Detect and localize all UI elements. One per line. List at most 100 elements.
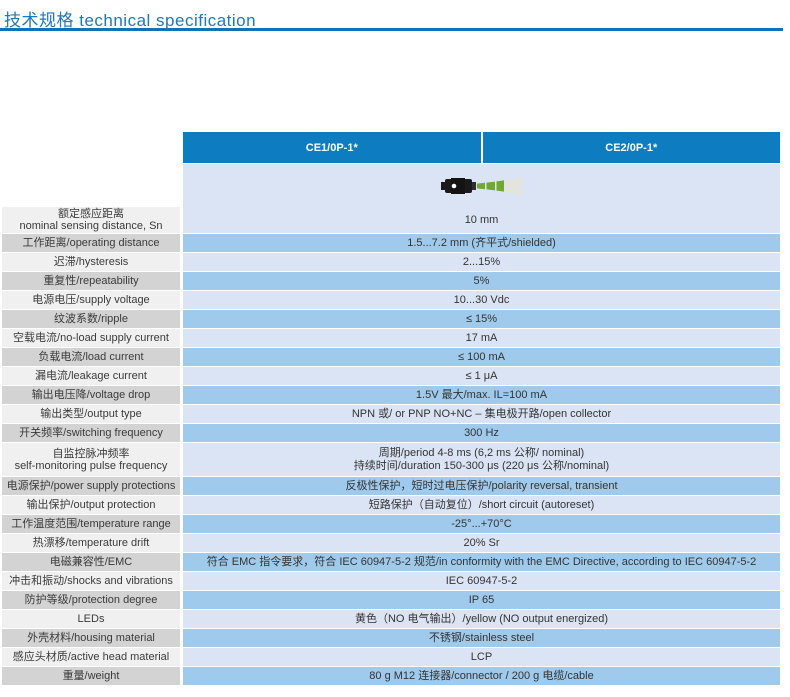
row-value-line: 反极性保护，短时过电压保护/polarity reversal, transie… <box>345 479 618 492</box>
row-value-cell: 黄色（NO 电气输出）/yellow (NO output energized) <box>183 610 780 628</box>
spec-row: 输出类型/output type NPN 或/ or PNP NO+NC – 集… <box>0 405 790 423</box>
row-label-line: self-monitoring pulse frequency <box>14 459 168 472</box>
row-label-line: 输出电压降/voltage drop <box>31 389 151 401</box>
row-label-line: nominal sensing distance, Sn <box>19 220 163 232</box>
row-label-line: 自监控脉冲频率 <box>52 447 130 460</box>
spec-row: 输出保护/output protection 短路保护（自动复位）/short … <box>0 496 790 514</box>
row-label-line: 负载电流/load current <box>38 351 144 363</box>
spec-row: 自监控脉冲频率 self-monitoring pulse frequency 周… <box>0 443 790 476</box>
row-label-cell: 输出类型/output type <box>2 405 180 423</box>
row-value-line: 80 g M12 连接器/connector / 200 g 电缆/cable <box>369 669 594 682</box>
row-value-line: NPN 或/ or PNP NO+NC – 集电极开路/open collect… <box>351 407 612 420</box>
row-value-cell: 符合 EMC 指令要求，符合 IEC 60947-5-2 规范/in confo… <box>183 553 780 571</box>
spec-row: 漏电流/leakage current ≤ 1 μA <box>0 367 790 385</box>
row-label-line: 防护等级/protection degree <box>24 594 158 606</box>
product-image-row <box>0 164 790 207</box>
spec-row: 电源电压/supply voltage 10...30 Vdc <box>0 291 790 309</box>
spec-row: 输出电压降/voltage drop 1.5V 最大/max. IL=100 m… <box>0 386 790 404</box>
row-value-line: 10...30 Vdc <box>453 293 510 306</box>
spec-row: 重量/weight 80 g M12 连接器/connector / 200 g… <box>0 667 790 685</box>
row-value-cell: 2...15% <box>183 253 780 271</box>
row-value-line: 10 mm <box>464 213 499 226</box>
row-value-line: IP 65 <box>468 593 495 606</box>
row-label-line: LEDs <box>77 613 105 625</box>
row-label-cell: 开关频率/switching frequency <box>2 424 180 442</box>
table-header-row: CE1/0P-1* CE2/0P-1* <box>0 132 790 163</box>
specification-table: CE1/0P-1* CE2/0P-1* 额定感应距离 nominal sensin… <box>0 132 790 685</box>
row-label-cell: 迟滞/hysteresis <box>2 253 180 271</box>
row-value-cell: 80 g M12 连接器/connector / 200 g 电缆/cable <box>183 667 780 685</box>
spec-row: 负载电流/load current ≤ 100 mA <box>0 348 790 366</box>
row-label-line: 外壳材料/housing material <box>27 632 155 644</box>
row-value-line: ≤ 15% <box>465 312 498 325</box>
row-value-cell: NPN 或/ or PNP NO+NC – 集电极开路/open collect… <box>183 405 780 423</box>
row-value-line: ≤ 1 μA <box>465 369 498 382</box>
row-label-line: 纹波系数/ripple <box>54 313 128 325</box>
row-label-cell: 输出保护/output protection <box>2 496 180 514</box>
row-label-line: 热漂移/temperature drift <box>32 537 150 549</box>
row-value-cell: 1.5V 最大/max. IL=100 mA <box>183 386 780 404</box>
spec-row: 纹波系数/ripple ≤ 15% <box>0 310 790 328</box>
column-header-ce2: CE2/0P-1* <box>482 132 780 163</box>
row-value-line: ≤ 100 mA <box>457 350 505 363</box>
row-value-line: IEC 60947-5-2 <box>445 574 518 587</box>
row-value-cell: ≤ 15% <box>183 310 780 328</box>
row-value-cell: ≤ 1 μA <box>183 367 780 385</box>
row-value-cell: -25°...+70°C <box>183 515 780 533</box>
row-label-line: 冲击和振动/shocks and vibrations <box>9 575 173 587</box>
row-label-cell: 外壳材料/housing material <box>2 629 180 647</box>
row-label-line: 工作距离/operating distance <box>22 237 160 249</box>
row-value-line: 300 Hz <box>464 426 499 439</box>
row-value-cell: 20% Sr <box>183 534 780 552</box>
row-label-cell: LEDs <box>2 610 180 628</box>
spec-row: 电源保护/power supply protections 反极性保护，短时过电… <box>0 477 790 495</box>
title-underline <box>0 28 783 31</box>
spec-row: 迟滞/hysteresis 2...15% <box>0 253 790 271</box>
row-label-cell: 防护等级/protection degree <box>2 591 180 609</box>
row-label-line: 电源电压/supply voltage <box>32 294 150 306</box>
row-value-line: 1.5V 最大/max. IL=100 mA <box>415 388 548 401</box>
row-label-cell: 电源保护/power supply protections <box>2 477 180 495</box>
row-value-cell: 不锈钢/stainless steel <box>183 629 780 647</box>
row-value-line: -25°...+70°C <box>451 517 512 530</box>
row-label-line: 工作温度范围/temperature range <box>11 518 171 530</box>
row-value-line: 黄色（NO 电气输出）/yellow (NO output energized) <box>354 612 609 625</box>
row-value-line: 短路保护（自动复位）/short circuit (autoreset) <box>368 498 595 511</box>
row-label-cell: 额定感应距离 nominal sensing distance, Sn <box>2 207 180 233</box>
spec-row: 外壳材料/housing material 不锈钢/stainless stee… <box>0 629 790 647</box>
row-value-cell: 10 mm <box>183 207 780 233</box>
row-value-line: 17 mA <box>465 331 498 344</box>
row-label-cell: 冲击和振动/shocks and vibrations <box>2 572 180 590</box>
row-value-line: 2...15% <box>462 255 501 268</box>
row-label-line: 重复性/repeatability <box>43 275 139 287</box>
spec-row: 空载电流/no-load supply current 17 mA <box>0 329 790 347</box>
row-label-cell: 电源电压/supply voltage <box>2 291 180 309</box>
row-label-line: 额定感应距离 <box>58 208 124 220</box>
row-label-line: 重量/weight <box>62 670 120 682</box>
row-label-cell: 工作距离/operating distance <box>2 234 180 252</box>
row-label-cell: 空载电流/no-load supply current <box>2 329 180 347</box>
row-label-cell: 电磁兼容性/EMC <box>2 553 180 571</box>
row-label-line: 漏电流/leakage current <box>35 370 147 382</box>
spec-row: LEDs 黄色（NO 电气输出）/yellow (NO output energ… <box>0 610 790 628</box>
spec-row: 开关频率/switching frequency 300 Hz <box>0 424 790 442</box>
row-value-cell: 10...30 Vdc <box>183 291 780 309</box>
row-value-cell: 周期/period 4-8 ms (6,2 ms 公称/ nominal) 持续时… <box>183 443 780 476</box>
row-label-cell: 自监控脉冲频率 self-monitoring pulse frequency <box>2 443 180 476</box>
row-label-cell: 纹波系数/ripple <box>2 310 180 328</box>
row-value-cell: IEC 60947-5-2 <box>183 572 780 590</box>
row-value-cell: 300 Hz <box>183 424 780 442</box>
row-label-cell: 工作温度范围/temperature range <box>2 515 180 533</box>
row-value-cell: 1.5...7.2 mm (齐平式/shielded) <box>183 234 780 252</box>
page-title: 技术规格 technical specification <box>4 11 257 30</box>
spec-row: 工作温度范围/temperature range -25°...+70°C <box>0 515 790 533</box>
row-value-cell: 17 mA <box>183 329 780 347</box>
row-value-line: 5% <box>473 274 490 287</box>
row-value-cell: IP 65 <box>183 591 780 609</box>
spec-row: 冲击和振动/shocks and vibrations IEC 60947-5-… <box>0 572 790 590</box>
row-value-cell: LCP <box>183 648 780 666</box>
row-label-cell: 漏电流/leakage current <box>2 367 180 385</box>
row-value-cell: 短路保护（自动复位）/short circuit (autoreset) <box>183 496 780 514</box>
row-label-line: 电源保护/power supply protections <box>6 480 176 492</box>
row-label-cell: 感应头材质/active head material <box>2 648 180 666</box>
